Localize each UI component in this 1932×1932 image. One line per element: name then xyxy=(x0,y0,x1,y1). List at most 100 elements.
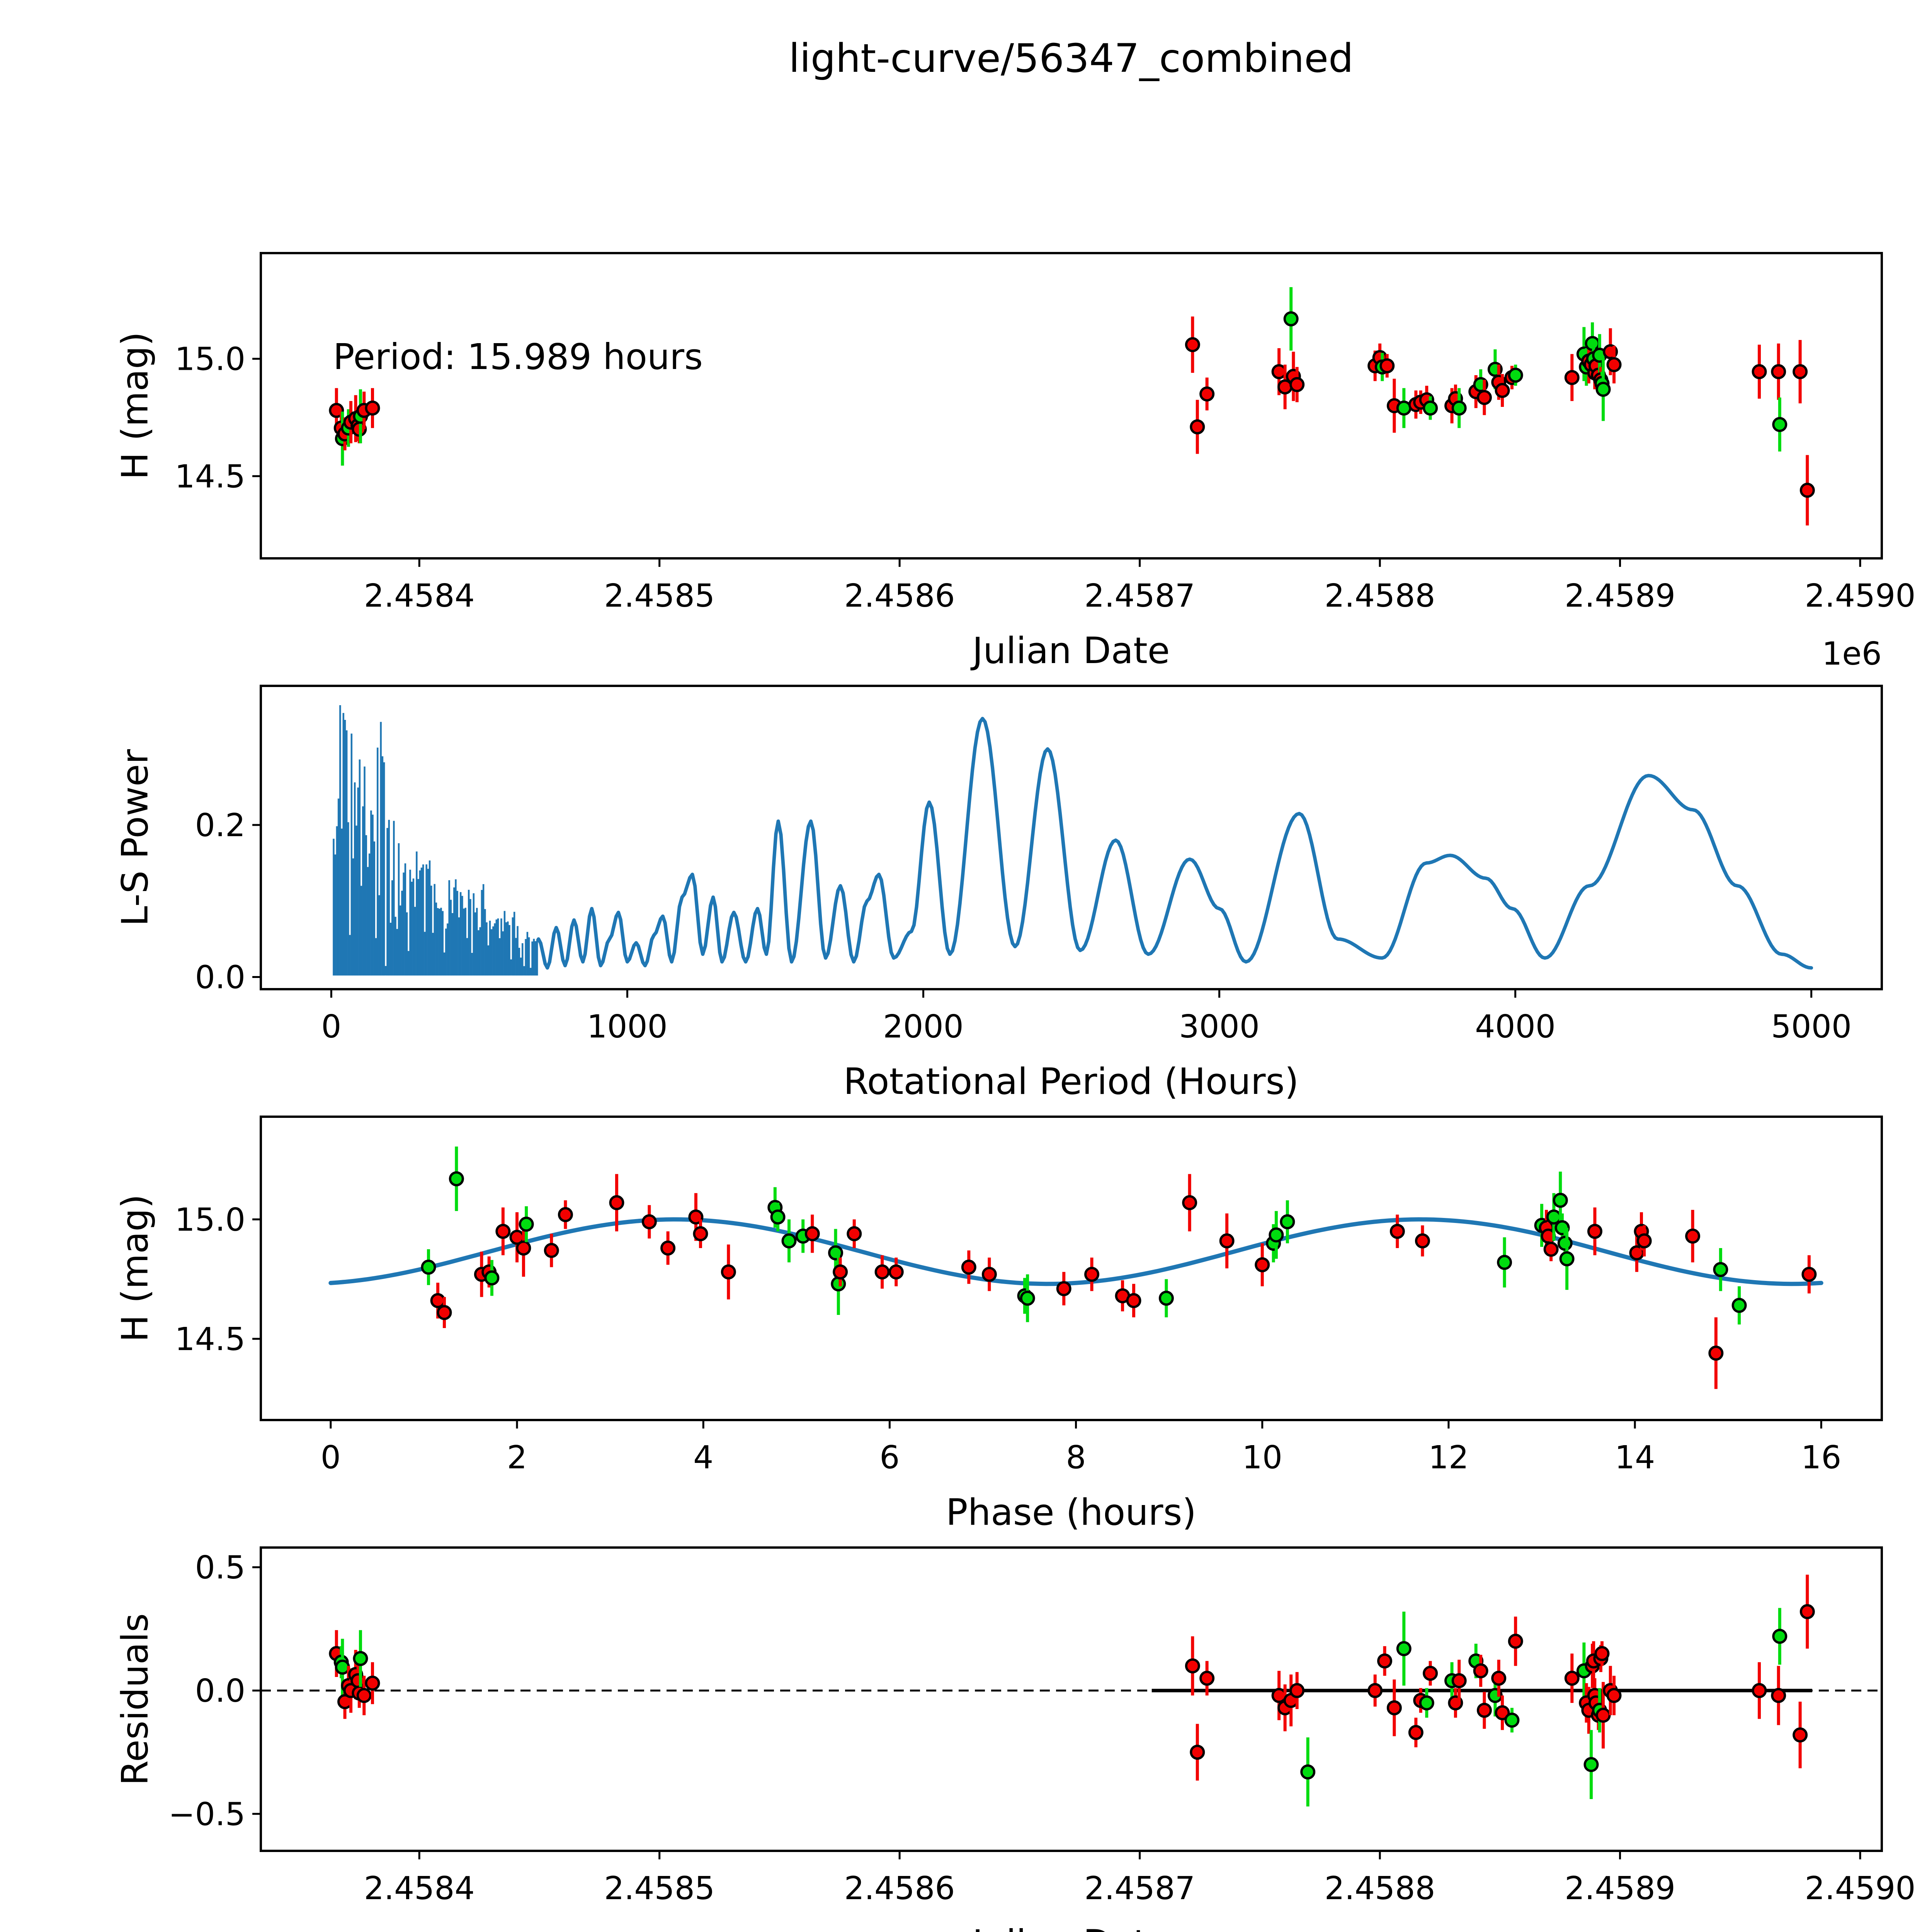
data-point xyxy=(1491,1670,1507,1686)
data-point xyxy=(1793,364,1808,379)
data-point xyxy=(1752,364,1767,379)
data-point xyxy=(449,1171,464,1187)
data-point xyxy=(1771,364,1786,379)
data-point xyxy=(1408,1725,1423,1740)
data-point xyxy=(1255,1257,1270,1272)
axes-spines xyxy=(260,685,1883,990)
data-point xyxy=(1606,357,1622,372)
data-point xyxy=(1419,1695,1434,1711)
data-point xyxy=(1799,483,1815,498)
x-tick-label: 3000 xyxy=(1179,1009,1260,1045)
data-point xyxy=(356,1688,372,1703)
y-tick-label: 15.0 xyxy=(175,341,245,378)
x-tick-label: 16 xyxy=(1801,1439,1841,1476)
x-tick-label: 2.4584 xyxy=(364,578,475,614)
y-tick-label: 0.0 xyxy=(195,959,245,996)
data-point xyxy=(1583,1757,1599,1772)
periodogram-noise xyxy=(333,705,538,976)
data-point xyxy=(1283,311,1299,327)
data-point xyxy=(804,1226,820,1242)
data-point xyxy=(1476,390,1492,405)
data-point xyxy=(1708,1345,1724,1361)
x-tick-label: 2.4585 xyxy=(604,1870,715,1907)
data-point xyxy=(981,1267,997,1282)
data-point xyxy=(874,1264,890,1280)
x-tick-label: 6 xyxy=(879,1439,900,1476)
data-point xyxy=(1508,367,1523,383)
data-point xyxy=(1497,1255,1512,1270)
data-point xyxy=(1752,1683,1767,1698)
data-point xyxy=(1190,419,1205,435)
data-point xyxy=(1553,1192,1568,1208)
data-point xyxy=(1801,1267,1817,1282)
periodogram-xlabel: Rotational Period (Hours) xyxy=(843,1061,1299,1103)
data-point xyxy=(1199,1670,1215,1686)
data-point xyxy=(1190,1745,1205,1760)
data-point xyxy=(781,1233,797,1248)
x-tick-label: 2.4587 xyxy=(1084,1870,1195,1907)
data-point xyxy=(1595,381,1611,397)
jd-panel-ylabel: H (mag) xyxy=(114,332,156,480)
data-point xyxy=(1636,1233,1652,1248)
x-tick-label: 2.4588 xyxy=(1325,1870,1435,1907)
x-tick-label: 2.4584 xyxy=(364,1870,475,1907)
data-point xyxy=(1731,1298,1747,1313)
data-point xyxy=(770,1209,786,1225)
data-point xyxy=(519,1216,534,1232)
data-point xyxy=(1772,1629,1787,1644)
data-point xyxy=(1300,1764,1316,1780)
data-point xyxy=(1564,370,1580,385)
data-point xyxy=(544,1243,559,1258)
phase-fit-curve xyxy=(328,1217,1823,1286)
data-point xyxy=(1289,1683,1305,1698)
data-point xyxy=(1685,1228,1701,1244)
x-tick-label: 2.4587 xyxy=(1084,578,1195,614)
data-point xyxy=(693,1226,708,1242)
y-tick-label: −0.5 xyxy=(168,1796,245,1833)
x-tick-label: 2.4589 xyxy=(1565,1870,1675,1907)
data-point xyxy=(421,1259,436,1275)
jd-panel-xlabel: Julian Date xyxy=(972,630,1170,672)
figure-title: light-curve/56347_combined xyxy=(789,36,1354,82)
x-tick-label: 4 xyxy=(693,1439,713,1476)
data-point xyxy=(1543,1242,1559,1257)
data-point xyxy=(365,1675,380,1691)
data-point xyxy=(1199,386,1215,402)
data-point xyxy=(1595,1708,1611,1723)
phase-panel-xlabel: Phase (hours) xyxy=(946,1492,1197,1534)
x-tick-label: 0 xyxy=(321,1009,341,1045)
x-tick-label: 2.4590 xyxy=(1805,578,1916,614)
x-tick-label: 2000 xyxy=(883,1009,964,1045)
data-point xyxy=(1771,1688,1786,1703)
x-tick-label: 2.4588 xyxy=(1325,578,1435,614)
data-point xyxy=(847,1226,862,1242)
data-point xyxy=(1185,1658,1200,1673)
data-point xyxy=(1185,337,1200,352)
axes-spines xyxy=(260,252,1883,560)
data-point xyxy=(1799,1604,1815,1619)
y-tick-label: 15.0 xyxy=(175,1202,245,1238)
data-point xyxy=(1289,377,1305,392)
data-point xyxy=(1495,383,1510,398)
data-point xyxy=(721,1264,736,1280)
data-point xyxy=(1793,1727,1808,1743)
data-point xyxy=(1476,1702,1492,1718)
data-point xyxy=(437,1305,452,1320)
data-point xyxy=(1280,1214,1295,1230)
data-point xyxy=(1367,1683,1383,1698)
x-tick-label: 14 xyxy=(1615,1439,1655,1476)
panel-periodogram: 0 1000 2000 3000 4000 5000 0.0 0.2 xyxy=(195,685,1883,1045)
axes-spines xyxy=(260,1116,1883,1421)
data-point xyxy=(888,1264,904,1280)
data-point xyxy=(484,1270,500,1286)
data-point xyxy=(1396,1641,1412,1656)
data-point xyxy=(329,403,344,418)
x-tick-label: 10 xyxy=(1242,1439,1282,1476)
x-tick-label: 8 xyxy=(1066,1439,1086,1476)
data-point xyxy=(1269,1227,1284,1243)
data-point xyxy=(558,1207,573,1222)
panel-phase-curve: 0 2 4 6 8 10 12 14 16 15.0 14.5 xyxy=(175,1116,1883,1476)
data-point xyxy=(1423,400,1438,416)
phase-panel-ylabel: H (mag) xyxy=(114,1194,156,1342)
data-point xyxy=(1504,1713,1520,1728)
